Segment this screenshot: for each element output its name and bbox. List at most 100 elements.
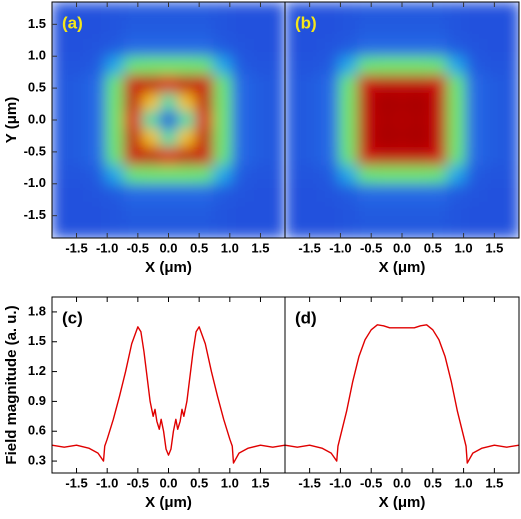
y-tick-label: 1.5 (28, 333, 46, 348)
heat-cell (483, 38, 502, 58)
heat-cell (195, 2, 214, 21)
heat-cell (375, 74, 394, 94)
heat-cell (321, 219, 340, 238)
heat-cell (87, 129, 107, 148)
heat-cell (411, 20, 430, 39)
heat-cell (52, 219, 71, 238)
heat-cell (69, 110, 89, 130)
heat-cell (483, 110, 502, 130)
heat-cell (393, 92, 412, 112)
heat-cell (285, 129, 304, 148)
heat-cell (213, 183, 232, 203)
x-axis-label: X (μm) (379, 259, 426, 276)
heat-cell (159, 2, 179, 21)
heat-cell (411, 129, 430, 148)
heat-cell (447, 56, 466, 76)
heat-cell (339, 147, 358, 166)
heat-cell (267, 110, 285, 130)
heat-cell (123, 20, 143, 39)
heat-cell (213, 2, 232, 21)
heat-cell (411, 183, 430, 203)
heat-cell (141, 2, 161, 21)
heat-cell (411, 74, 430, 94)
heatmap-cells (285, 2, 519, 238)
y-tick-label: -1.5 (24, 207, 46, 222)
heat-cell (339, 92, 358, 112)
heat-cell (339, 2, 358, 21)
y-tick-label: 1.2 (28, 363, 46, 378)
heat-cell (141, 147, 161, 166)
heat-cell (123, 2, 143, 21)
heat-cell (249, 2, 268, 21)
heat-cell (321, 2, 340, 21)
y-tick-label: -1.0 (24, 175, 46, 190)
heat-cell (267, 129, 285, 148)
x-tick-label: 1.0 (455, 475, 473, 490)
heat-cell (141, 201, 161, 221)
heat-cell (213, 147, 232, 166)
heat-cell (465, 2, 484, 21)
heat-cell (483, 201, 502, 221)
heat-cell (465, 20, 484, 39)
heat-cell (303, 56, 322, 76)
heat-cell (159, 74, 179, 94)
x-tick-label: 1.5 (251, 240, 269, 255)
heat-cell (339, 74, 358, 94)
heat-cell (141, 20, 161, 39)
x-tick-label: 1.0 (221, 475, 239, 490)
heat-cell (195, 183, 214, 203)
x-axis-label: X (μm) (145, 494, 192, 511)
heat-cell (249, 147, 268, 166)
heat-cell (105, 92, 125, 112)
heat-cell (195, 165, 214, 185)
heat-cell (105, 183, 125, 203)
heat-cell (339, 165, 358, 185)
heat-cell (195, 74, 214, 94)
heat-cell (267, 20, 285, 39)
x-tick-label: 1.0 (455, 240, 473, 255)
heat-cell (87, 201, 107, 221)
heat-cell (87, 219, 107, 238)
heat-cell (141, 56, 161, 76)
heat-cell (447, 38, 466, 58)
heat-cell (159, 219, 179, 238)
heat-cell (52, 201, 71, 221)
heat-cell (411, 165, 430, 185)
heat-cell (69, 56, 89, 76)
heat-cell (339, 20, 358, 39)
heat-cell (195, 201, 214, 221)
heat-cell (321, 38, 340, 58)
heat-cell (285, 183, 304, 203)
heat-cell (447, 2, 466, 21)
heat-cell (285, 147, 304, 166)
heat-cell (267, 74, 285, 94)
heat-cell (123, 38, 143, 58)
heat-cell (231, 20, 250, 39)
heat-cell (339, 129, 358, 148)
heat-cell (501, 92, 519, 112)
heat-cell (321, 56, 340, 76)
heat-cell (195, 219, 214, 238)
heat-cell (429, 38, 448, 58)
heat-cell (429, 201, 448, 221)
heat-cell (123, 110, 143, 130)
heat-cell (249, 38, 268, 58)
heat-cell (411, 38, 430, 58)
heat-cell (123, 183, 143, 203)
heat-cell (285, 56, 304, 76)
line (51, 326, 286, 464)
heat-cell (159, 129, 179, 148)
heat-cell (87, 92, 107, 112)
heat-cell (195, 129, 214, 148)
heat-cell (429, 147, 448, 166)
heat-cell (69, 147, 89, 166)
x-tick-label: 0.0 (159, 475, 177, 490)
heat-cell (357, 183, 376, 203)
heat-cell (375, 38, 394, 58)
heat-cell (429, 74, 448, 94)
heat-cell (195, 20, 214, 39)
heat-cell (141, 219, 161, 238)
heat-cell (141, 38, 161, 58)
heat-cell (357, 129, 376, 148)
heat-cell (177, 56, 196, 76)
